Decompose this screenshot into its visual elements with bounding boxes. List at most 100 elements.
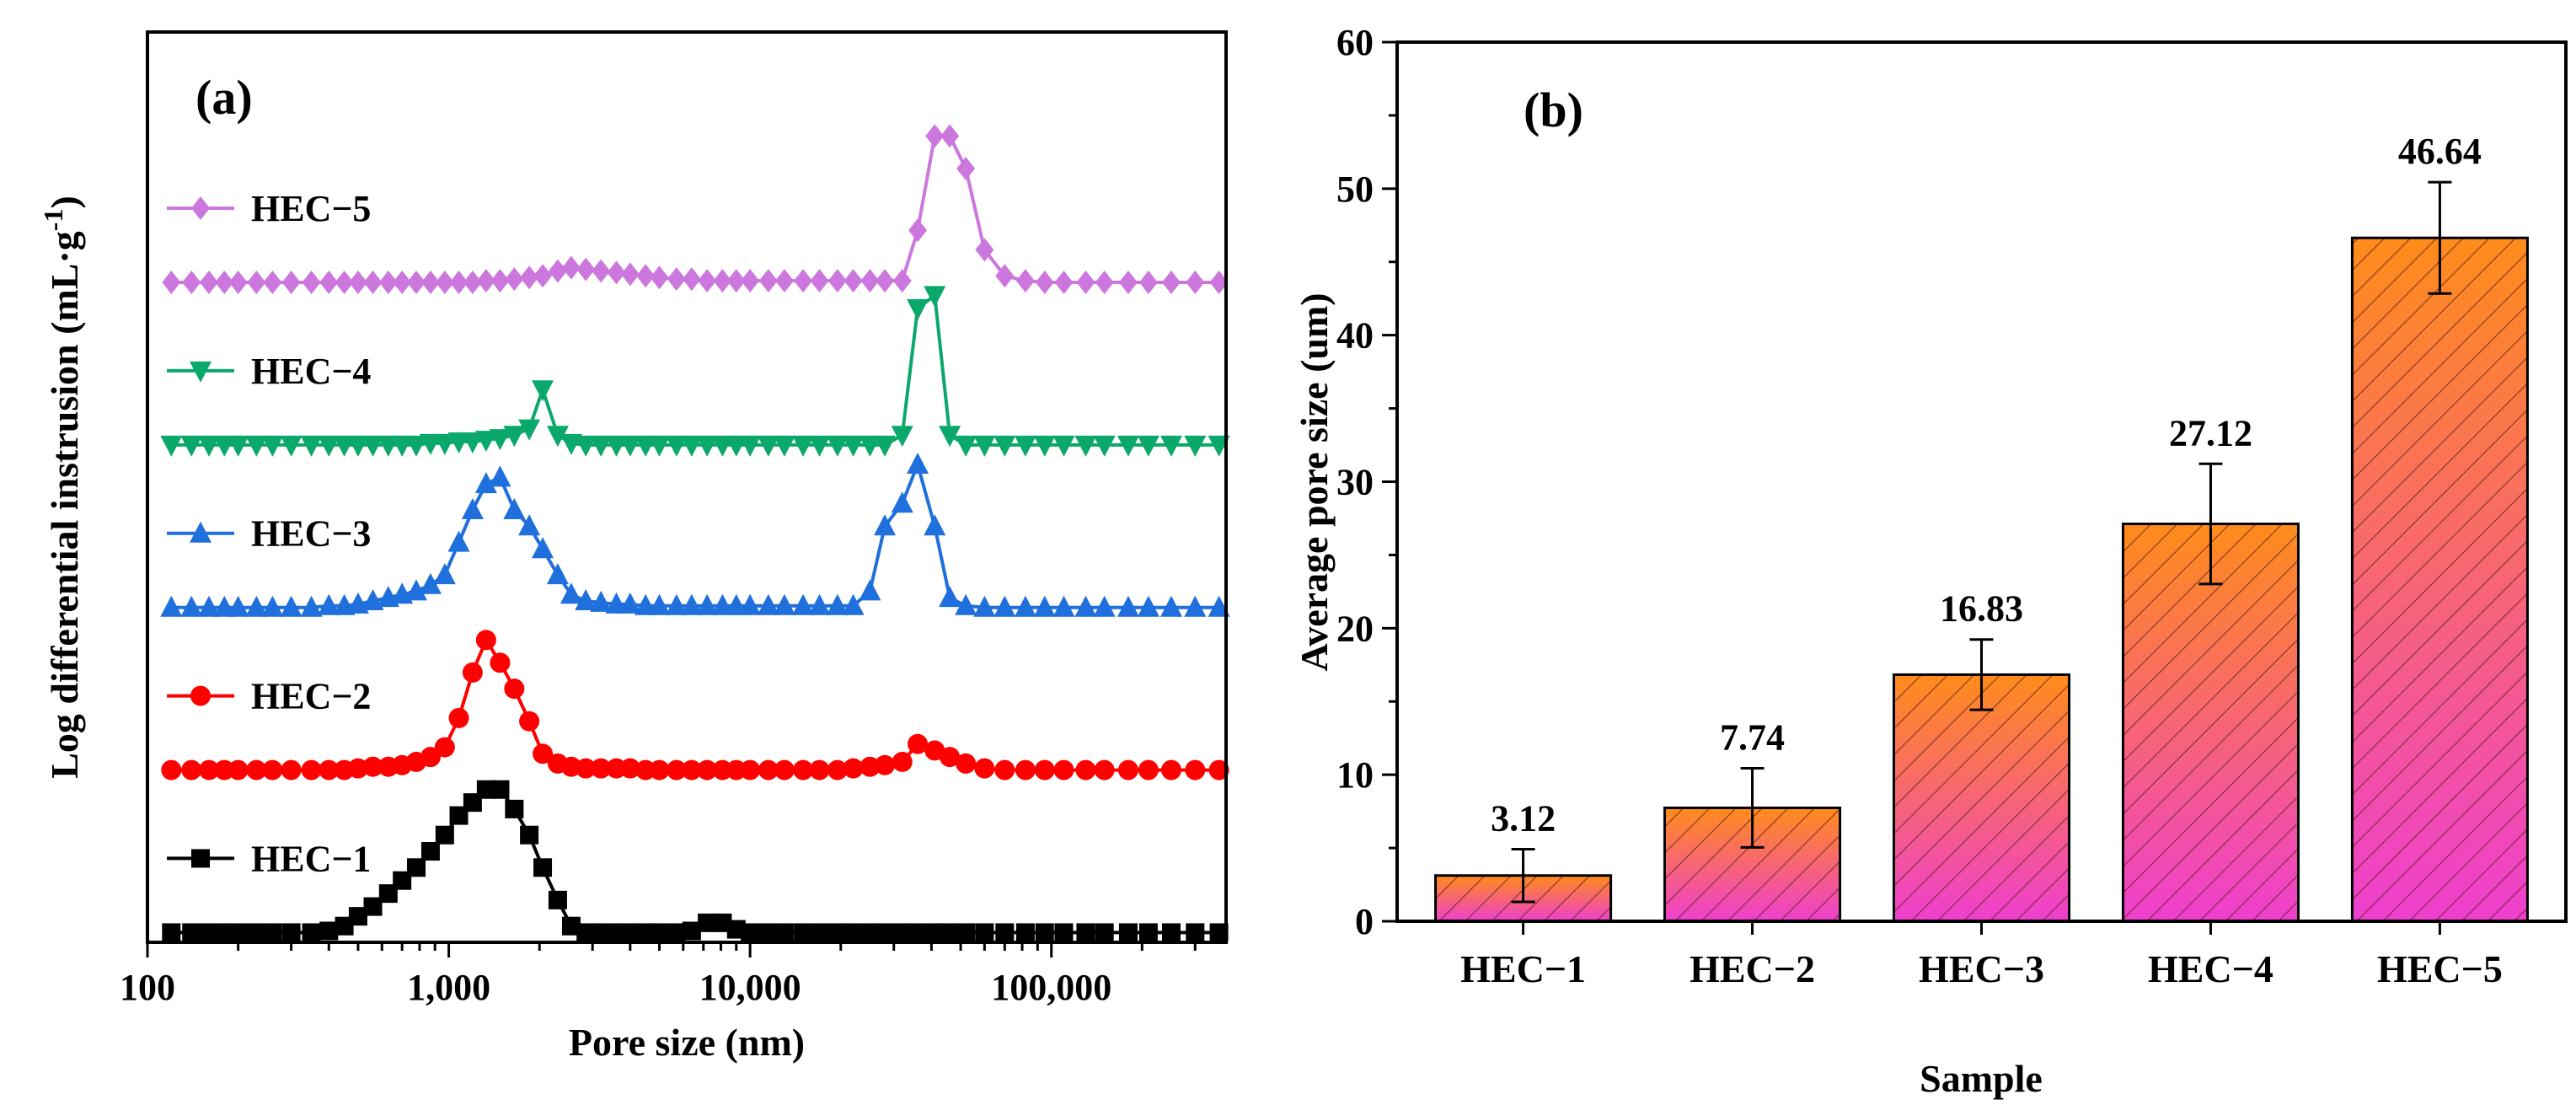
data-point	[197, 595, 220, 617]
data-point	[648, 593, 671, 615]
bar-value-label: 16.83	[1940, 588, 2023, 630]
data-point	[1117, 595, 1139, 617]
data-point	[1138, 923, 1158, 942]
data-point	[548, 259, 567, 283]
data-point	[449, 271, 469, 294]
data-point	[561, 255, 581, 280]
data-point	[908, 923, 928, 942]
data-point	[826, 435, 849, 457]
data-point	[347, 758, 368, 779]
data-point	[227, 435, 249, 457]
data-point	[503, 426, 526, 448]
data-point	[696, 435, 719, 457]
data-point	[740, 759, 761, 780]
legend-label: HEC−2	[251, 676, 371, 717]
data-point	[620, 923, 640, 942]
data-point	[560, 433, 582, 455]
data-point	[713, 269, 732, 293]
data-point	[576, 758, 597, 779]
data-point	[180, 595, 203, 617]
data-point	[650, 266, 669, 290]
data-point	[757, 435, 779, 457]
data-point	[1095, 271, 1114, 294]
data-point	[393, 871, 412, 890]
data-point	[533, 743, 554, 764]
data-point	[793, 759, 814, 780]
legend-marker	[190, 361, 212, 383]
data-point	[1161, 271, 1181, 294]
data-point	[620, 262, 640, 287]
data-point	[774, 759, 795, 780]
panel-a-frame	[146, 30, 1228, 944]
data-point	[860, 756, 881, 777]
data-point	[1075, 759, 1096, 780]
data-point	[892, 269, 912, 293]
series-4	[160, 286, 1230, 457]
y-tick-label: 40	[1336, 315, 1374, 357]
data-point	[1095, 923, 1114, 942]
data-point	[489, 465, 511, 487]
data-point	[1054, 271, 1074, 294]
data-point	[682, 921, 701, 941]
data-point	[1160, 759, 1181, 780]
series-1	[162, 780, 1229, 942]
data-point	[532, 380, 554, 402]
data-point	[247, 923, 266, 942]
data-point	[955, 593, 977, 615]
data-point	[1137, 435, 1159, 457]
data-point	[924, 286, 946, 308]
bar-group: 46.64	[2350, 131, 2529, 923]
bar-value-label: 27.12	[2169, 412, 2252, 453]
data-point	[461, 432, 484, 453]
data-point	[711, 593, 734, 615]
data-point	[318, 593, 340, 615]
data-point	[520, 266, 539, 290]
data-point	[333, 435, 356, 457]
data-point	[348, 271, 367, 294]
data-point	[892, 751, 913, 772]
data-point	[406, 271, 426, 294]
bar-group: 3.12	[1434, 797, 1613, 923]
series-line	[171, 292, 1219, 447]
data-point	[281, 759, 302, 780]
data-point	[809, 759, 830, 780]
data-point	[1074, 435, 1097, 457]
data-point	[726, 269, 746, 293]
data-point	[739, 435, 762, 457]
data-point	[363, 897, 383, 916]
bar-value-label: 3.12	[1491, 797, 1556, 839]
panel-b-label: (b)	[1524, 83, 1583, 137]
data-point	[758, 759, 779, 780]
data-point	[434, 737, 455, 758]
panel-b-x-axis-label: Sample	[1920, 1057, 2043, 1100]
y-tick-label: 0	[1355, 901, 1374, 942]
data-point	[474, 431, 497, 453]
data-point	[590, 435, 613, 457]
legend-entry: HEC−1	[167, 838, 371, 879]
legend-label: HEC−5	[251, 188, 371, 229]
data-point	[794, 923, 813, 942]
data-point	[182, 923, 201, 942]
data-point	[792, 593, 815, 615]
data-point	[560, 582, 582, 604]
data-point	[995, 264, 1015, 288]
data-point	[1094, 759, 1115, 780]
data-point	[490, 652, 511, 673]
data-point	[907, 453, 929, 474]
data-point	[605, 435, 628, 457]
legend-entry: HEC−2	[167, 676, 371, 717]
data-point	[741, 923, 760, 942]
data-point	[955, 435, 977, 457]
data-point	[503, 498, 526, 519]
data-point	[361, 589, 384, 610]
data-point	[489, 429, 511, 451]
data-point	[162, 271, 181, 294]
series-3	[160, 453, 1230, 617]
panel-b-bar-chart: (b) 3.12 7.74 16.83 27.12 46.64 HEC−1 HEC−2 HE…	[1293, 22, 2568, 1100]
bar-value-label: 46.64	[2398, 131, 2482, 172]
data-point	[1209, 271, 1229, 294]
x-tick-label: 10,000	[699, 967, 801, 1008]
data-point	[378, 271, 398, 294]
data-point	[404, 435, 427, 457]
data-point	[504, 679, 525, 700]
